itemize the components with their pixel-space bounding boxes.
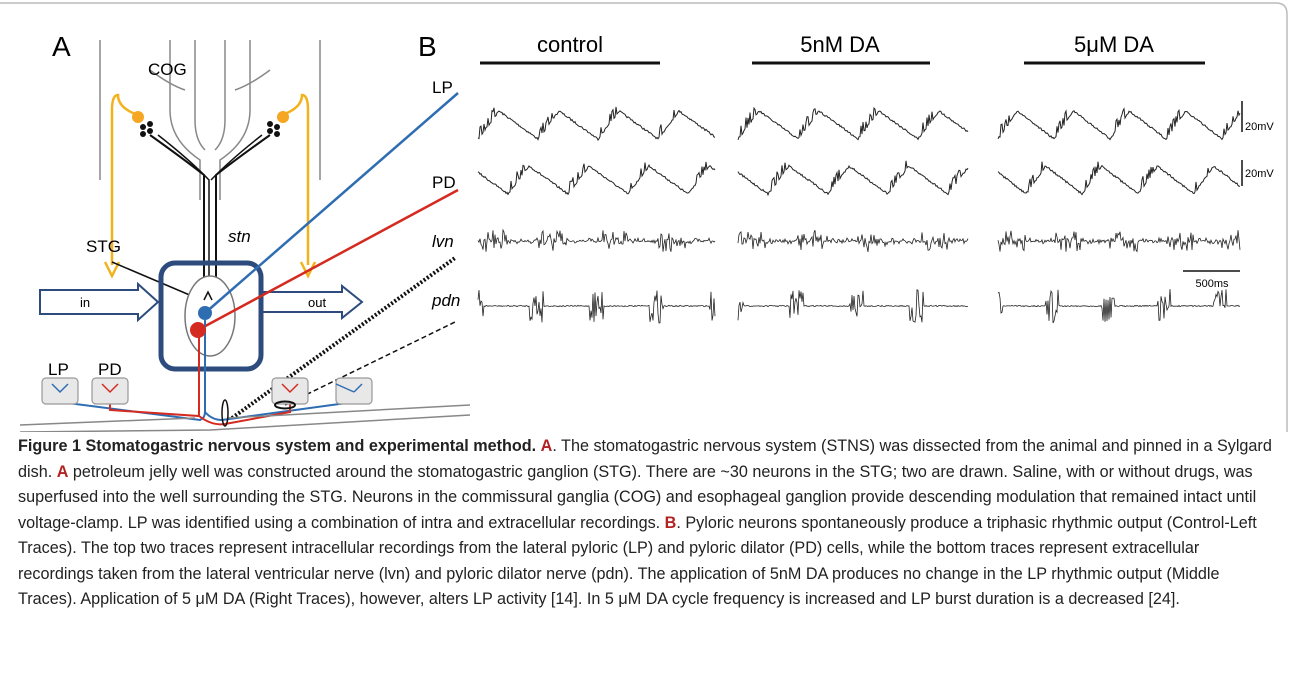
label: lvn	[432, 232, 454, 251]
modulation-arrow	[110, 93, 310, 265]
trace	[997, 289, 1241, 324]
frame	[0, 2, 1288, 432]
condition-label: 5nM DA	[800, 32, 880, 57]
caption-text: petroleum jelly well was constructed aro…	[18, 462, 1257, 532]
well	[158, 260, 264, 372]
trace	[737, 106, 969, 141]
lp-electrode	[204, 92, 459, 314]
pointer	[111, 261, 193, 297]
stn-entry	[203, 290, 213, 301]
pd-electrode	[197, 188, 459, 332]
cog-tree	[99, 40, 321, 200]
scale-bar	[1183, 101, 1243, 272]
trace	[997, 230, 1241, 253]
condition-label: control	[537, 32, 603, 57]
trace	[997, 161, 1241, 196]
out-arrow	[261, 283, 364, 321]
scale-label: 20mV	[1245, 168, 1274, 180]
label: stn	[228, 227, 251, 246]
label: pdn	[431, 291, 460, 310]
terminals	[140, 121, 280, 137]
scale-label: 500ms	[1195, 278, 1229, 290]
label: LP	[48, 360, 69, 379]
condition-label: 5μM DA	[1074, 32, 1154, 57]
lvn-electrode	[230, 256, 457, 420]
cog-neuron	[132, 111, 144, 123]
caption-ref: A	[56, 462, 69, 481]
caption-title: Figure 1 Stomatogastric nervous system a…	[18, 437, 537, 455]
label: in	[80, 295, 90, 310]
caption: Figure 1 Stomatogastric nervous system a…	[18, 434, 1276, 613]
caption-text: . Pyloric neurons spontaneously produce …	[18, 513, 1257, 609]
lp-neuron	[198, 306, 212, 320]
caption-ref: B	[664, 513, 677, 532]
label: COG	[148, 60, 187, 79]
trace	[737, 160, 969, 197]
label: PD	[432, 173, 456, 192]
traces	[477, 106, 1241, 324]
stn-nerve	[157, 134, 263, 285]
label: LP	[432, 78, 453, 97]
caption-ref: A	[540, 437, 553, 455]
label: out	[308, 295, 326, 310]
panel-label: A	[52, 31, 71, 62]
scale-label: 20mV	[1245, 121, 1274, 133]
label: STG	[86, 237, 121, 256]
label: PD	[98, 360, 122, 379]
trace	[997, 107, 1241, 141]
recording-site	[274, 400, 296, 410]
figure: A COG stn STG in out LP PD LP P	[0, 2, 1288, 432]
trace	[477, 228, 716, 252]
trace	[737, 229, 969, 252]
panel-label: B	[418, 31, 437, 62]
recording-site	[221, 399, 229, 427]
trace	[477, 290, 716, 324]
synapse	[51, 383, 363, 394]
cog-neuron	[277, 111, 289, 123]
trace	[477, 106, 716, 141]
trace	[477, 161, 716, 196]
synapse	[101, 383, 299, 394]
pd-neuron	[190, 322, 206, 338]
nerve	[19, 404, 471, 432]
caption-text: . The stomatogastric nervous system (STN…	[18, 437, 1272, 481]
trace	[737, 289, 968, 323]
arrowhead	[103, 261, 317, 279]
in-arrow	[39, 281, 160, 323]
muscle	[41, 377, 373, 405]
